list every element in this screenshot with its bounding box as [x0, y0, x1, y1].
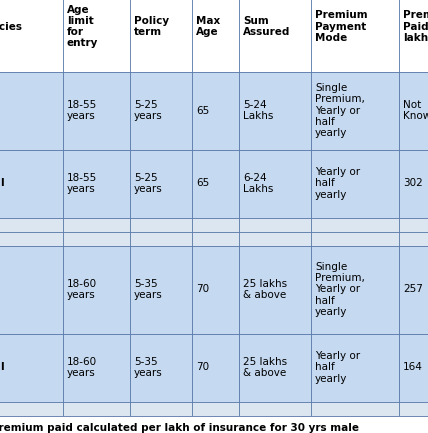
- Text: Note: Premium paid calculated per lakh of insurance for 30 yrs male
with 20 yrs : Note: Premium paid calculated per lakh o…: [0, 423, 359, 433]
- Bar: [399, 71, 428, 149]
- Bar: [0, 416, 428, 433]
- Bar: [311, 333, 399, 401]
- Text: 164: 164: [403, 362, 423, 372]
- Bar: [130, 333, 192, 401]
- Bar: [63, 401, 130, 416]
- Text: 18-60
years: 18-60 years: [67, 279, 97, 300]
- Text: 25 lakhs
& above: 25 lakhs & above: [243, 279, 287, 300]
- Bar: [192, 217, 239, 232]
- Bar: [0, 71, 63, 149]
- Bar: [63, 149, 130, 217]
- Bar: [239, 71, 311, 149]
- Text: 5-24
Lakhs: 5-24 Lakhs: [243, 100, 273, 121]
- Text: 257: 257: [403, 284, 423, 294]
- Bar: [239, 0, 311, 71]
- Bar: [130, 217, 192, 232]
- Bar: [130, 71, 192, 149]
- Text: 5-35
years: 5-35 years: [134, 357, 163, 378]
- Bar: [239, 333, 311, 401]
- Bar: [63, 0, 130, 71]
- Bar: [311, 149, 399, 217]
- Text: Sum
Assured: Sum Assured: [243, 16, 290, 37]
- Bar: [311, 232, 399, 246]
- Bar: [0, 333, 63, 401]
- Bar: [0, 0, 63, 71]
- Text: Age
limit
for
entry: Age limit for entry: [67, 5, 98, 48]
- Bar: [192, 333, 239, 401]
- Text: Not
Known: Not Known: [403, 100, 428, 121]
- Text: 18-55
years: 18-55 years: [67, 100, 97, 121]
- Bar: [399, 246, 428, 333]
- Bar: [63, 333, 130, 401]
- Bar: [130, 401, 192, 416]
- Bar: [311, 0, 399, 71]
- Bar: [311, 246, 399, 333]
- Text: 70: 70: [196, 284, 209, 294]
- Text: Single
Premium,
Yearly or
half
yearly: Single Premium, Yearly or half yearly: [315, 262, 365, 317]
- Bar: [399, 232, 428, 246]
- Text: 5-25
years: 5-25 years: [134, 173, 163, 194]
- Bar: [63, 246, 130, 333]
- Bar: [0, 217, 63, 232]
- Bar: [311, 401, 399, 416]
- Bar: [399, 149, 428, 217]
- Bar: [239, 217, 311, 232]
- Text: 5-25
years: 5-25 years: [134, 100, 163, 121]
- Text: 25 lakhs
& above: 25 lakhs & above: [243, 357, 287, 378]
- Text: Single
Premium,
Yearly or
half
yearly: Single Premium, Yearly or half yearly: [315, 83, 365, 138]
- Bar: [63, 217, 130, 232]
- Bar: [311, 217, 399, 232]
- Bar: [63, 232, 130, 246]
- Text: 6-24
Lakhs: 6-24 Lakhs: [243, 173, 273, 194]
- Bar: [239, 246, 311, 333]
- Bar: [192, 71, 239, 149]
- Bar: [311, 71, 399, 149]
- Text: Premium
Payment
Mode: Premium Payment Mode: [315, 10, 368, 43]
- Bar: [399, 0, 428, 71]
- Bar: [399, 217, 428, 232]
- Bar: [130, 149, 192, 217]
- Text: 65: 65: [196, 178, 209, 188]
- Bar: [192, 246, 239, 333]
- Bar: [239, 149, 311, 217]
- Bar: [192, 0, 239, 71]
- Bar: [399, 401, 428, 416]
- Text: Yearly or
half
yearly: Yearly or half yearly: [315, 167, 360, 200]
- Text: Policy
term: Policy term: [134, 16, 169, 37]
- Bar: [239, 232, 311, 246]
- Text: Amulya
Jeevan I
(OLD): Amulya Jeevan I (OLD): [0, 273, 2, 306]
- Bar: [192, 401, 239, 416]
- Text: 70: 70: [196, 362, 209, 372]
- Text: Amulya
Jeevan II
(NEW): Amulya Jeevan II (NEW): [0, 351, 6, 384]
- Bar: [130, 232, 192, 246]
- Text: Yearly or
half
yearly: Yearly or half yearly: [315, 351, 360, 384]
- Text: Premium
Paid per
lakh: Premium Paid per lakh: [403, 10, 428, 43]
- Text: LIC Policies: LIC Policies: [0, 22, 22, 32]
- Text: 65: 65: [196, 106, 209, 116]
- Bar: [0, 232, 63, 246]
- Bar: [192, 149, 239, 217]
- Bar: [130, 0, 192, 71]
- Text: 5-35
years: 5-35 years: [134, 279, 163, 300]
- Bar: [399, 333, 428, 401]
- Bar: [63, 71, 130, 149]
- Text: Anmol
Jeevan I
(OLD): Anmol Jeevan I (OLD): [0, 94, 2, 127]
- Bar: [0, 149, 63, 217]
- Text: Anmol
Jeevan II
(NEW): Anmol Jeevan II (NEW): [0, 167, 6, 200]
- Bar: [239, 401, 311, 416]
- Text: 18-60
years: 18-60 years: [67, 357, 97, 378]
- Bar: [0, 246, 63, 333]
- Text: 302: 302: [403, 178, 423, 188]
- Bar: [192, 232, 239, 246]
- Bar: [0, 401, 63, 416]
- Bar: [130, 246, 192, 333]
- Text: Max
Age: Max Age: [196, 16, 220, 37]
- Text: 18-55
years: 18-55 years: [67, 173, 97, 194]
